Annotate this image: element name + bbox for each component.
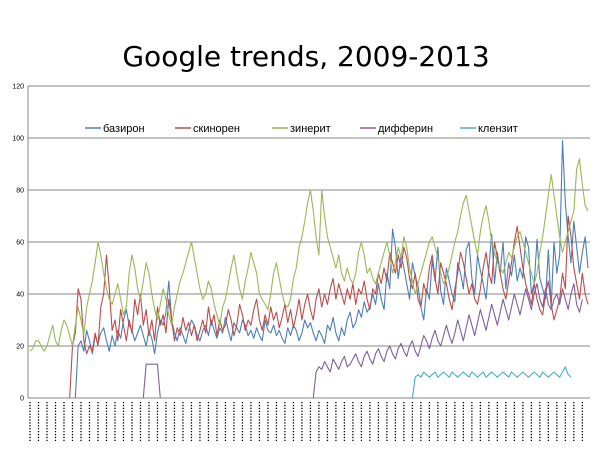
x-axis-ticks bbox=[29, 402, 583, 442]
series-line-2 bbox=[29, 158, 589, 352]
legend-label: дифферин bbox=[378, 123, 433, 135]
axes bbox=[27, 86, 590, 399]
y-tick-label: 20 bbox=[16, 344, 24, 351]
gridlines bbox=[28, 85, 590, 347]
y-tick-label: 80 bbox=[16, 188, 24, 195]
y-tick-label: 60 bbox=[16, 240, 24, 247]
chart-title: Google trends, 2009-2013 bbox=[122, 40, 490, 73]
legend-label: скинорен bbox=[193, 123, 240, 135]
y-tick-label: 100 bbox=[12, 136, 24, 143]
series-line-4 bbox=[30, 366, 572, 399]
legend-label: зинерит bbox=[290, 123, 331, 135]
legend-label: клензит bbox=[478, 123, 518, 135]
legend-label: базирон bbox=[103, 123, 145, 135]
y-axis-ticks: 0 20 40 60 80 100 120 bbox=[12, 84, 24, 403]
y-tick-label: 0 bbox=[20, 396, 24, 403]
series-layer bbox=[29, 140, 589, 399]
y-tick-label: 120 bbox=[12, 84, 24, 91]
legend: базирон скинорен зинерит дифферин клензит bbox=[85, 123, 518, 135]
series-line-1 bbox=[30, 215, 589, 399]
y-tick-label: 40 bbox=[16, 292, 24, 299]
